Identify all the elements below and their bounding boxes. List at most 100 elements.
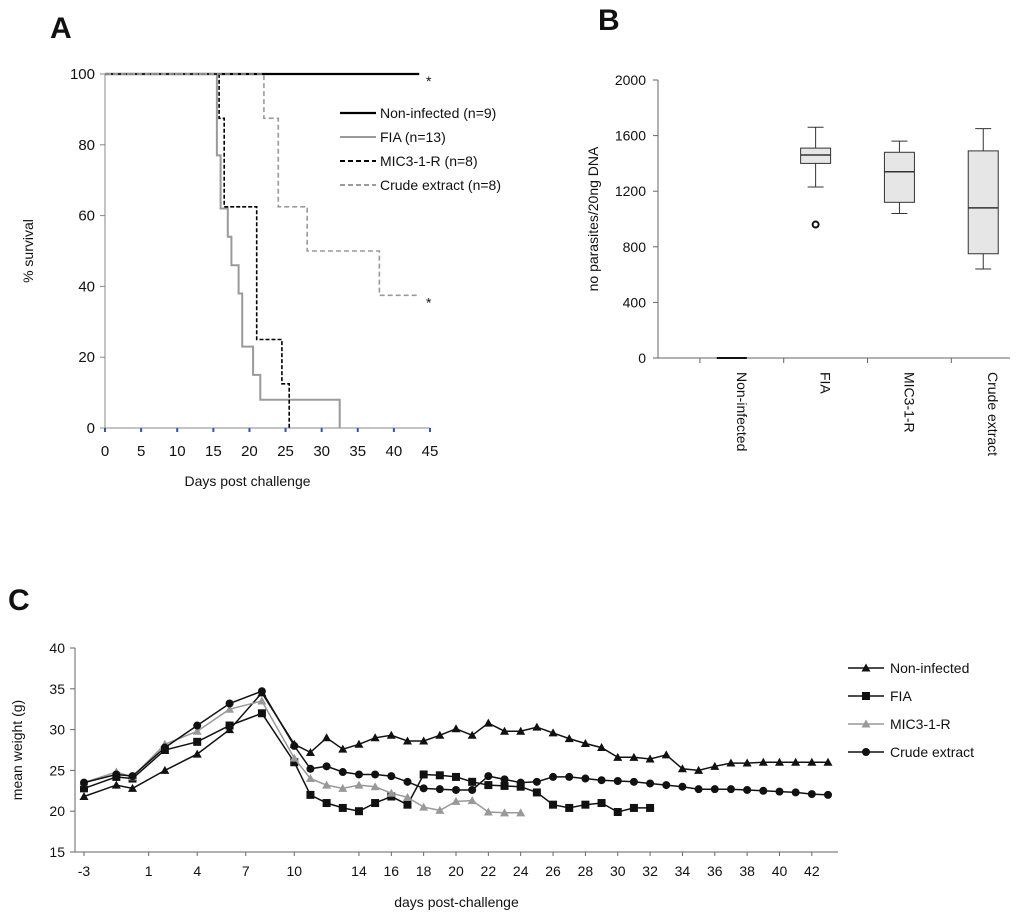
c-data-point [419,736,429,745]
c-data-point [419,770,428,779]
a-x-axis-label: Days post challenge [184,473,310,489]
c-data-point [646,803,655,812]
a-legend-label: FIA (n=13) [380,129,446,145]
c-legend-label: MIC3-1-R [890,716,951,732]
a-y-tick-label: 0 [87,420,95,437]
c-data-point [549,772,558,781]
c-x-tick-label: 38 [739,863,755,879]
b-y-tick-label: 1600 [615,128,646,144]
c-x-tick-label: 16 [384,863,400,879]
c-y-axis-label: mean weight (g) [9,700,25,800]
b-outlier [811,220,820,229]
c-data-point [386,788,396,797]
a-y-tick-label: 20 [78,349,95,366]
c-data-point [774,757,784,766]
c-data-point [193,737,202,746]
c-data-point [354,739,364,748]
c-legend-marker [862,748,870,756]
b-box [967,150,999,255]
c-legend-marker [861,719,871,728]
b-y-axis-label: no parasites/20ng DNA [585,146,601,291]
a-legend-label: Crude extract (n=8) [380,177,501,193]
a-significance-star: * [426,73,432,89]
a-x-tick-label: 0 [101,443,109,460]
c-x-tick-label: 14 [351,863,367,879]
c-data-point [629,777,638,786]
c-data-point [742,758,752,767]
c-data-point [597,776,606,785]
c-data-point [289,753,299,762]
c-y-tick-label: 35 [49,681,65,697]
c-series-line [83,712,651,813]
c-x-tick-label: 10 [286,863,302,879]
a-y-tick-label: 80 [78,137,95,154]
panel-c-letter: C [8,584,30,617]
c-data-point [354,770,363,779]
c-data-point [290,741,299,750]
c-x-tick-label: 4 [193,863,201,879]
c-data-point [306,764,315,773]
c-x-tick-label: 30 [610,863,626,879]
c-data-point [111,780,121,789]
c-data-point [322,780,332,789]
panel-a-survival-chart: 0 20 40 60 80 100 0 5 10 15 20 25 30 35 40 45 Days post … [20,66,501,489]
c-data-point [160,743,169,752]
c-data-point [467,796,477,805]
c-data-point [79,792,89,801]
c-data-point [257,696,267,705]
a-series-line [105,73,291,428]
c-x-tick-label: 28 [578,863,594,879]
c-data-point [646,779,655,788]
c-x-tick-label: 24 [513,863,529,879]
c-x-tick-label: 20 [448,863,464,879]
c-data-point [128,783,138,792]
c-data-point [402,792,412,801]
c-data-point [402,736,412,745]
b-y-tick-label: 400 [623,294,647,310]
c-data-point [824,790,832,799]
c-data-point [580,738,590,747]
panel-b-boxplot: 0 400 800 1200 1600 2000 no parasites/20ng DNA… [585,72,1010,456]
c-data-point [565,772,574,781]
c-legend-marker [862,692,870,700]
c-y-tick-label: 40 [49,640,65,656]
c-data-point [483,718,493,727]
c-data-point [338,768,347,777]
c-data-point [354,807,363,816]
c-data-point [435,785,444,794]
c-data-point [694,765,704,774]
c-data-point [710,785,719,794]
c-data-point [354,780,364,789]
c-data-point [484,781,493,790]
c-data-point [371,770,380,779]
c-data-point [629,803,638,812]
c-x-tick-label: 22 [481,863,497,879]
c-legend-label: Crude extract [890,744,974,760]
c-data-point [451,724,461,733]
a-x-tick-label: 45 [422,443,439,460]
c-data-point [403,800,412,809]
c-data-point [645,754,655,763]
c-data-point [661,750,671,759]
c-x-tick-label: 7 [242,863,250,879]
c-data-point [694,785,703,794]
c-data-point [759,786,768,795]
b-category-label: FIA [818,372,834,394]
c-data-point [80,784,88,793]
c-x-axis-label: days post-challenge [394,894,519,910]
c-data-point [112,770,121,779]
c-x-tick-label: 40 [772,863,788,879]
a-x-tick-label: 30 [313,443,330,460]
a-y-tick-label: 60 [78,208,95,225]
c-data-point [305,774,315,783]
c-legend-marker [861,663,871,672]
b-box [883,151,915,203]
c-data-point [305,747,315,756]
c-x-tick-label: -3 [78,863,91,879]
c-x-tick-label: 26 [545,863,561,879]
c-data-point [225,704,235,713]
c-data-point [548,728,558,737]
c-data-point [435,771,444,780]
